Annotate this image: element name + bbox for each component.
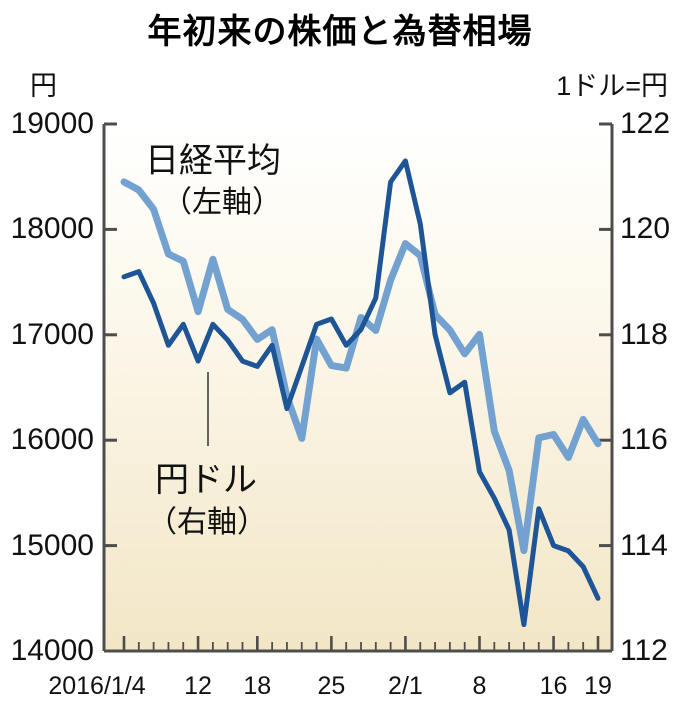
usdjpy-axis-note: （右軸） xyxy=(147,506,267,539)
usdjpy-series-label: 円ドル xyxy=(155,461,257,499)
x-axis-tick-label: 19 xyxy=(584,672,612,700)
right-axis-unit-label: 1ドル=円 xyxy=(556,71,668,101)
right-axis-tick-label: 112 xyxy=(620,634,668,667)
right-axis-tick-label: 116 xyxy=(620,423,668,457)
left-axis-tick-label: 16000 xyxy=(10,423,94,457)
right-axis-tick-label: 118 xyxy=(620,317,668,351)
left-axis-tick-label: 18000 xyxy=(10,212,94,246)
x-axis-tick-label: 2016/1/4 xyxy=(48,672,146,700)
right-axis-tick-label: 122 xyxy=(620,107,671,140)
left-axis-tick-label: 15000 xyxy=(10,528,94,562)
left-axis-unit-label: 円 xyxy=(30,71,57,101)
x-axis-tick-label: 25 xyxy=(317,672,346,700)
x-axis-tick-label: 8 xyxy=(472,672,487,700)
left-axis-tick-label: 14000 xyxy=(10,634,94,667)
x-axis-tick-label: 18 xyxy=(243,672,272,700)
x-axis-tick-label: 2/1 xyxy=(388,672,423,700)
axes xyxy=(102,124,614,653)
nikkei-series-label: 日経平均 xyxy=(145,142,281,180)
left-axis-tick-label: 19000 xyxy=(10,107,94,140)
left-axis-tick-label: 17000 xyxy=(10,317,94,351)
right-axis-tick-label: 114 xyxy=(620,528,668,562)
usdjpy-line xyxy=(121,158,601,628)
right-axis-tick-label: 120 xyxy=(620,212,671,246)
plot-background xyxy=(104,124,612,651)
axis-ticks xyxy=(104,122,612,653)
nikkei-axis-note: （左軸） xyxy=(162,186,282,219)
x-axis-tick-label: 16 xyxy=(539,672,568,700)
nikkei-line xyxy=(120,178,602,555)
chart-title: 年初来の株価と為替相場 xyxy=(147,13,533,51)
x-axis-tick-label: 12 xyxy=(184,672,212,700)
